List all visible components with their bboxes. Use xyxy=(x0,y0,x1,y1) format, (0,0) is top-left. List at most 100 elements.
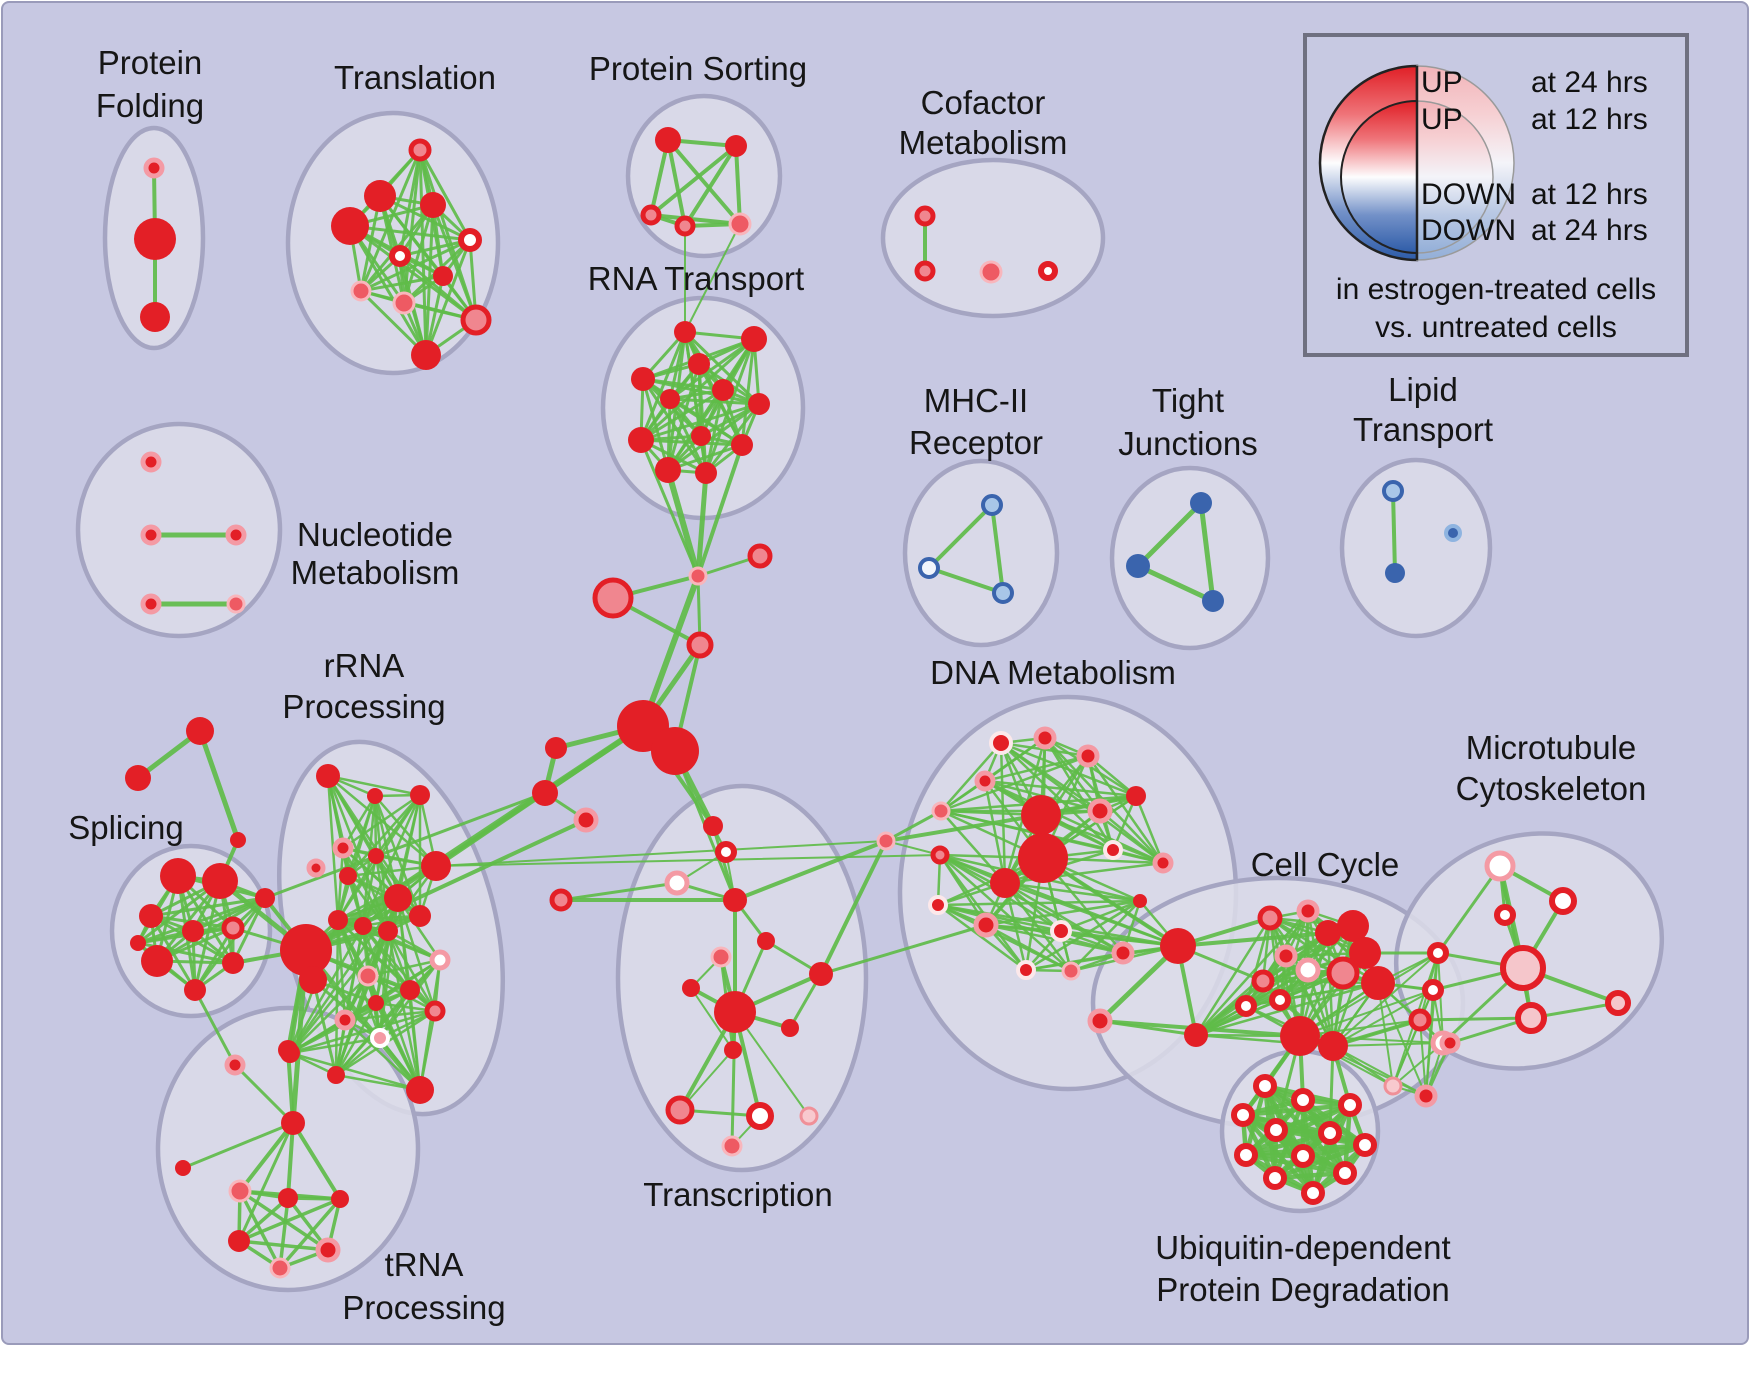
network-node-ps0[interactable] xyxy=(655,127,681,153)
network-node-X0[interactable] xyxy=(703,816,723,836)
network-node-R18[interactable] xyxy=(334,1009,356,1031)
network-node-C0[interactable] xyxy=(1257,905,1283,931)
network-node-r9[interactable] xyxy=(731,434,753,456)
network-node-U1[interactable] xyxy=(1291,1088,1315,1112)
network-node-D9[interactable] xyxy=(1021,795,1061,835)
network-node-Gb[interactable] xyxy=(278,1040,298,1060)
network-node-ps3[interactable] xyxy=(674,215,696,237)
network-node-C9[interactable] xyxy=(1251,969,1275,993)
network-node-X4[interactable] xyxy=(723,888,747,912)
network-node-t8[interactable] xyxy=(392,291,416,315)
network-node-mh2[interactable] xyxy=(992,582,1014,604)
network-node-R19[interactable] xyxy=(370,1028,390,1048)
network-node-D16[interactable] xyxy=(1050,920,1072,942)
network-node-B1[interactable] xyxy=(651,727,699,775)
network-node-mh1[interactable] xyxy=(918,557,940,579)
network-node-X12[interactable] xyxy=(665,1095,695,1125)
network-node-pf2[interactable] xyxy=(140,302,170,332)
network-node-C16[interactable] xyxy=(1414,1084,1438,1108)
network-node-lp1[interactable] xyxy=(1385,563,1405,583)
network-node-nm1[interactable] xyxy=(140,524,162,546)
network-node-nm3[interactable] xyxy=(140,593,162,615)
network-node-C4[interactable] xyxy=(1349,937,1381,969)
network-node-X7[interactable] xyxy=(682,979,700,997)
network-node-X14[interactable] xyxy=(799,1106,819,1126)
network-node-t10[interactable] xyxy=(411,340,441,370)
network-node-nm4[interactable] xyxy=(226,594,246,614)
network-node-C17[interactable] xyxy=(1427,942,1449,964)
network-node-r11[interactable] xyxy=(695,462,717,484)
network-node-M4[interactable] xyxy=(1605,990,1631,1016)
network-node-T3[interactable] xyxy=(278,1188,298,1208)
network-node-s5[interactable] xyxy=(141,945,173,977)
network-node-U8[interactable] xyxy=(1291,1144,1315,1168)
network-node-U2[interactable] xyxy=(1338,1093,1362,1117)
network-node-D7[interactable] xyxy=(876,831,896,851)
network-node-r4[interactable] xyxy=(712,379,734,401)
network-node-R6[interactable] xyxy=(368,848,384,864)
network-node-t2[interactable] xyxy=(331,207,369,245)
network-node-R2[interactable] xyxy=(410,785,430,805)
network-node-M3[interactable] xyxy=(1500,945,1546,991)
network-node-f0[interactable] xyxy=(186,717,214,745)
network-node-M2[interactable] xyxy=(1494,904,1516,926)
network-node-t0[interactable] xyxy=(408,138,432,162)
network-node-D1[interactable] xyxy=(1033,726,1057,750)
network-node-D4[interactable] xyxy=(931,801,951,821)
network-node-nm0[interactable] xyxy=(140,451,162,473)
network-node-R4[interactable] xyxy=(306,858,326,878)
network-node-R11[interactable] xyxy=(378,921,398,941)
network-node-R16[interactable] xyxy=(368,995,384,1011)
network-node-R9[interactable] xyxy=(328,910,348,930)
network-node-U6[interactable] xyxy=(1353,1133,1377,1157)
network-node-r0[interactable] xyxy=(674,321,696,343)
network-node-r5[interactable] xyxy=(660,389,680,409)
network-node-lp2[interactable] xyxy=(1444,524,1462,542)
network-node-r10[interactable] xyxy=(655,457,681,483)
network-node-t6[interactable] xyxy=(433,266,453,286)
network-node-C18[interactable] xyxy=(1422,979,1444,1001)
network-node-ps2[interactable] xyxy=(640,204,662,226)
network-node-V1[interactable] xyxy=(532,780,558,806)
network-node-D11[interactable] xyxy=(990,868,1020,898)
network-node-cf1[interactable] xyxy=(914,260,936,282)
network-node-D5[interactable] xyxy=(1126,786,1146,806)
network-node-X3[interactable] xyxy=(549,888,573,912)
network-node-K1[interactable] xyxy=(688,566,708,586)
network-node-s3[interactable] xyxy=(182,920,204,942)
network-node-X9[interactable] xyxy=(714,991,756,1033)
network-node-C1[interactable] xyxy=(1296,899,1320,923)
network-node-C21[interactable] xyxy=(1087,1008,1113,1034)
network-node-r6[interactable] xyxy=(748,393,770,415)
network-node-D8[interactable] xyxy=(930,845,950,865)
network-node-M5[interactable] xyxy=(1515,1002,1547,1034)
network-node-Ga[interactable] xyxy=(224,1054,246,1076)
network-node-r7[interactable] xyxy=(628,427,654,453)
network-node-f1[interactable] xyxy=(125,765,151,791)
network-node-s2[interactable] xyxy=(139,904,163,928)
network-node-M1[interactable] xyxy=(1549,887,1577,915)
network-node-ps4[interactable] xyxy=(728,212,752,236)
network-node-C12[interactable] xyxy=(1280,1016,1320,1056)
network-node-s1[interactable] xyxy=(202,863,238,899)
network-node-cf3[interactable] xyxy=(1038,261,1058,281)
network-node-f2[interactable] xyxy=(230,832,246,848)
network-node-X1[interactable] xyxy=(715,841,737,863)
network-node-D15[interactable] xyxy=(973,912,999,938)
network-node-t9[interactable] xyxy=(460,304,492,336)
network-node-R21[interactable] xyxy=(327,1066,345,1084)
network-node-V0[interactable] xyxy=(545,737,567,759)
network-node-X10[interactable] xyxy=(781,1019,799,1037)
network-node-C11[interactable] xyxy=(1235,995,1257,1017)
network-node-R22[interactable] xyxy=(406,1076,434,1104)
network-node-T0[interactable] xyxy=(281,1111,305,1135)
network-node-R3[interactable] xyxy=(332,837,354,859)
network-node-cf0[interactable] xyxy=(914,205,936,227)
network-node-X15[interactable] xyxy=(721,1135,743,1157)
network-node-D19[interactable] xyxy=(1061,961,1081,981)
network-node-D18[interactable] xyxy=(1016,960,1036,980)
network-node-K0[interactable] xyxy=(592,577,634,619)
network-node-D14[interactable] xyxy=(928,895,948,915)
network-node-H1[interactable] xyxy=(299,966,327,994)
network-node-R7[interactable] xyxy=(384,884,412,912)
